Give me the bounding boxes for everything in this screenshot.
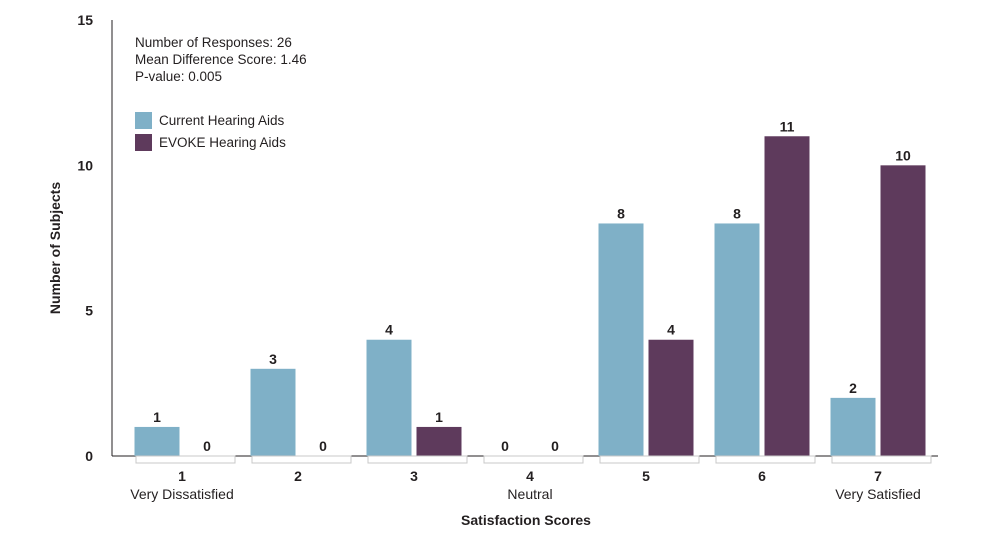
legend-swatch-evoke [135,134,152,151]
legend-label-current: Current Hearing Aids [159,113,285,128]
legend: Current Hearing Aids EVOKE Hearing Aids [135,112,286,151]
y-tick-label-15: 15 [77,12,93,28]
bars-layer [134,136,926,457]
category-box-6 [715,455,816,464]
bar-current-5 [598,223,644,456]
category-box-7 [831,455,932,464]
value-label-evoke-4: 0 [551,438,559,454]
category-sublabel-4: Neutral [507,486,552,502]
bar-evoke-6 [764,136,810,456]
value-label-current-2: 3 [269,351,277,367]
y-tick-label-10: 10 [77,157,93,173]
value-label-evoke-6: 11 [780,118,795,134]
value-label-current-5: 8 [617,205,625,221]
value-label-current-1: 1 [153,409,161,425]
value-label-current-7: 2 [849,380,857,396]
bar-current-3 [366,339,412,456]
annotation-p-value: P-value: 0.005 [135,69,222,84]
annotation-responses: Number of Responses: 26 [135,35,292,50]
value-label-current-4: 0 [501,438,509,454]
category-sublabel-7: Very Satisfied [835,486,921,502]
category-label-boxes [135,455,932,464]
bar-current-1 [134,426,180,456]
category-box-5 [599,455,700,464]
value-label-evoke-1: 0 [203,438,211,454]
legend-swatch-current [135,112,152,129]
y-tick-label-0: 0 [85,448,93,464]
bar-current-7 [830,397,876,456]
bar-evoke-7 [880,165,926,457]
y-axis-ticks: 0 5 10 15 [77,12,93,464]
bar-current-6 [714,223,760,456]
stats-annotation: Number of Responses: 26 Mean Difference … [135,35,307,84]
value-label-evoke-2: 0 [319,438,327,454]
annotation-mean-difference: Mean Difference Score: 1.46 [135,52,307,67]
x-axis-label: Satisfaction Scores [461,512,591,528]
value-label-evoke-5: 4 [667,322,675,338]
category-label-2: 2 [294,468,302,484]
legend-label-evoke: EVOKE Hearing Aids [159,135,286,150]
bar-evoke-5 [648,339,694,456]
category-labels-layer: 1 Very Dissatisfied 2 3 4 Neutral 5 6 7 Very Sati… [130,468,921,502]
category-box-3 [367,455,468,464]
category-box-1 [135,455,236,464]
category-label-7: 7 [874,468,882,484]
y-axis-label: Number of Subjects [47,182,63,314]
category-label-4: 4 [526,468,534,484]
bar-current-2 [250,368,296,456]
value-label-current-3: 4 [385,322,393,338]
category-label-3: 3 [410,468,418,484]
value-label-current-6: 8 [733,205,741,221]
category-label-1: 1 [178,468,186,484]
category-label-6: 6 [758,468,766,484]
y-tick-label-5: 5 [85,303,93,319]
bar-evoke-3 [416,426,462,456]
category-box-4 [483,455,584,464]
value-label-evoke-7: 10 [895,147,911,163]
value-label-evoke-3: 1 [435,409,443,425]
category-box-2 [251,455,352,464]
category-label-5: 5 [642,468,650,484]
category-sublabel-1: Very Dissatisfied [130,486,233,502]
